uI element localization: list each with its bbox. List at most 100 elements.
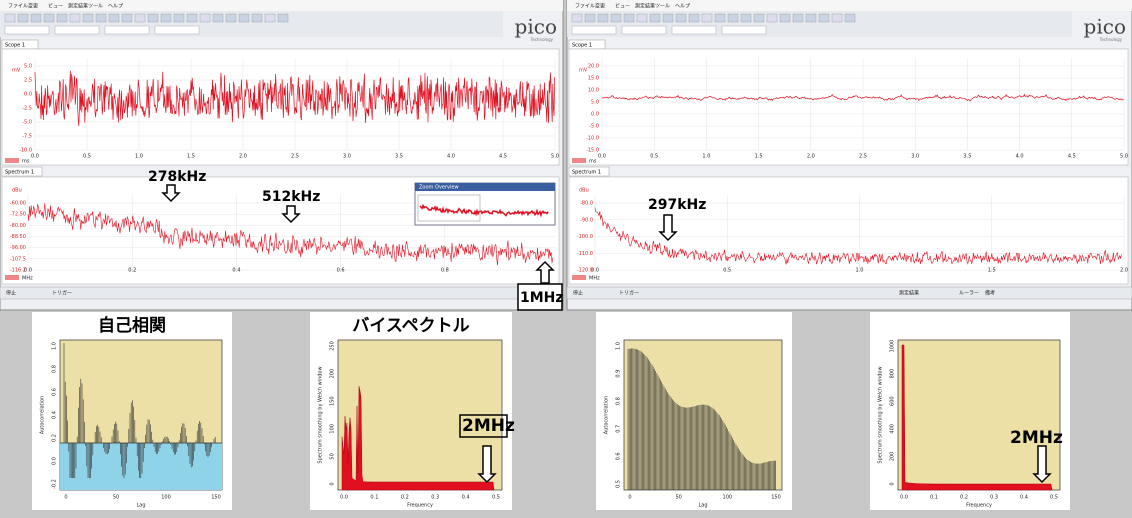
tool-button[interactable] xyxy=(702,14,712,22)
tool-button[interactable] xyxy=(200,14,210,22)
tool-button[interactable] xyxy=(174,14,184,22)
y-tick-label: -5.0 xyxy=(589,124,599,130)
y-tick-label: -2.5 xyxy=(22,106,32,112)
x-tick-label: 0.0 xyxy=(591,268,599,274)
tool-button[interactable] xyxy=(187,14,197,22)
tool-button[interactable] xyxy=(70,14,80,22)
dropdown[interactable] xyxy=(572,26,616,34)
tool-button[interactable] xyxy=(715,14,725,22)
tool-button[interactable] xyxy=(31,14,41,22)
tool-button[interactable] xyxy=(689,14,699,22)
tool-button[interactable] xyxy=(624,14,634,22)
tool-button[interactable] xyxy=(83,14,93,22)
tool-button[interactable] xyxy=(239,14,249,22)
tool-button[interactable] xyxy=(780,14,790,22)
x-tick-label: 0.4 xyxy=(1020,495,1028,501)
menu-item[interactable]: ビュー xyxy=(48,3,63,10)
screenshot: ファイル変更ビュー測定結果ツールヘルプpicoTechnologyScope 1… xyxy=(0,0,1132,518)
dropdown[interactable] xyxy=(622,26,666,34)
x-tick-label: 0.5 xyxy=(723,268,731,274)
toolbar-label[interactable]: トリガー xyxy=(52,290,72,297)
menu-item[interactable]: ファイル xyxy=(8,4,28,10)
menu-item[interactable]: ツール xyxy=(88,4,103,10)
y-tick-label: 15.0 xyxy=(588,76,599,82)
x-tick-label: 4.0 xyxy=(1016,154,1024,160)
tool-button[interactable] xyxy=(845,14,855,22)
x-tick-label: 0.2 xyxy=(401,495,409,501)
menu-item[interactable]: 測定結果 xyxy=(68,3,88,10)
tool-button[interactable] xyxy=(278,14,288,22)
dropdown[interactable] xyxy=(5,26,49,34)
tool-button[interactable] xyxy=(148,14,158,22)
dropdown[interactable] xyxy=(155,26,199,34)
x-tick-label: 0.3 xyxy=(990,495,998,501)
toolbar-label[interactable]: 備考 xyxy=(985,290,995,297)
tool-button[interactable] xyxy=(226,14,236,22)
axis-label: Autocorrelation xyxy=(40,396,46,434)
annotation: 297kHz xyxy=(648,197,706,213)
x-tick-label: 100 xyxy=(723,495,733,501)
dropdown[interactable] xyxy=(105,26,149,34)
tool-button[interactable] xyxy=(806,14,816,22)
tool-button[interactable] xyxy=(611,14,621,22)
tool-button[interactable] xyxy=(637,14,647,22)
tool-button[interactable] xyxy=(585,14,595,22)
x-tick-label: 2.5 xyxy=(291,154,299,160)
toolbar-label[interactable]: 測定結果 xyxy=(899,290,919,297)
tool-button[interactable] xyxy=(44,14,54,22)
tool-button[interactable] xyxy=(213,14,223,22)
y-tick-label: -0.2 xyxy=(52,479,58,489)
tool-button[interactable] xyxy=(57,14,67,22)
y-tick-label: 2.5 xyxy=(24,78,32,84)
dropdown[interactable] xyxy=(722,26,766,34)
y-tick-label: 200 xyxy=(330,369,336,379)
menu-item[interactable]: ツール xyxy=(655,4,670,10)
tool-button[interactable] xyxy=(650,14,660,22)
menu-item[interactable]: 測定結果 xyxy=(635,3,655,10)
menu-item[interactable]: ビュー xyxy=(615,3,630,10)
tool-button[interactable] xyxy=(741,14,751,22)
toolbar-label[interactable]: 停止 xyxy=(573,290,583,297)
tool-button[interactable] xyxy=(676,14,686,22)
tool-button[interactable] xyxy=(265,14,275,22)
tool-button[interactable] xyxy=(598,14,608,22)
y-tick-label: -80.00 xyxy=(10,223,26,229)
tool-button[interactable] xyxy=(252,14,262,22)
tool-button[interactable] xyxy=(135,14,145,22)
tool-button[interactable] xyxy=(663,14,673,22)
menu-item[interactable]: 変更 xyxy=(28,3,38,10)
tool-button[interactable] xyxy=(767,14,777,22)
x-tick-label: 100 xyxy=(161,495,171,501)
tool-button[interactable] xyxy=(5,14,15,22)
menu-item[interactable]: 変更 xyxy=(595,3,605,10)
menu-item[interactable]: ファイル xyxy=(575,4,595,10)
x-tick-label: 0.4 xyxy=(462,495,470,501)
tool-button[interactable] xyxy=(819,14,829,22)
tool-button[interactable] xyxy=(728,14,738,22)
tool-button[interactable] xyxy=(18,14,28,22)
x-tick-label: 2.0 xyxy=(807,154,815,160)
y-tick-label: -96.00 xyxy=(10,245,26,251)
dropdown[interactable] xyxy=(55,26,99,34)
tool-button[interactable] xyxy=(161,14,171,22)
tool-button[interactable] xyxy=(122,14,132,22)
tool-button[interactable] xyxy=(793,14,803,22)
toolbar-label[interactable]: 停止 xyxy=(6,290,16,297)
x-tick-label: 0.5 xyxy=(1050,495,1058,501)
tool-button[interactable] xyxy=(96,14,106,22)
tool-button[interactable] xyxy=(754,14,764,22)
tool-button[interactable] xyxy=(572,14,582,22)
x-tick-label: 4.5 xyxy=(499,154,507,160)
dropdown[interactable] xyxy=(672,26,716,34)
menu-item[interactable]: ヘルプ xyxy=(108,4,123,10)
axis-label: Frequency xyxy=(966,503,992,509)
y-tick-label: 200 xyxy=(890,452,896,462)
menu-item[interactable]: ヘルプ xyxy=(675,4,690,10)
toolbar-label[interactable]: トリガー xyxy=(619,290,639,297)
x-tick-label: 0 xyxy=(64,495,67,501)
x-tick-label: 0 xyxy=(628,495,631,501)
toolbar-label[interactable]: ルーラー xyxy=(959,291,979,297)
tool-button[interactable] xyxy=(109,14,119,22)
tool-button[interactable] xyxy=(832,14,842,22)
unit-box xyxy=(572,275,586,280)
